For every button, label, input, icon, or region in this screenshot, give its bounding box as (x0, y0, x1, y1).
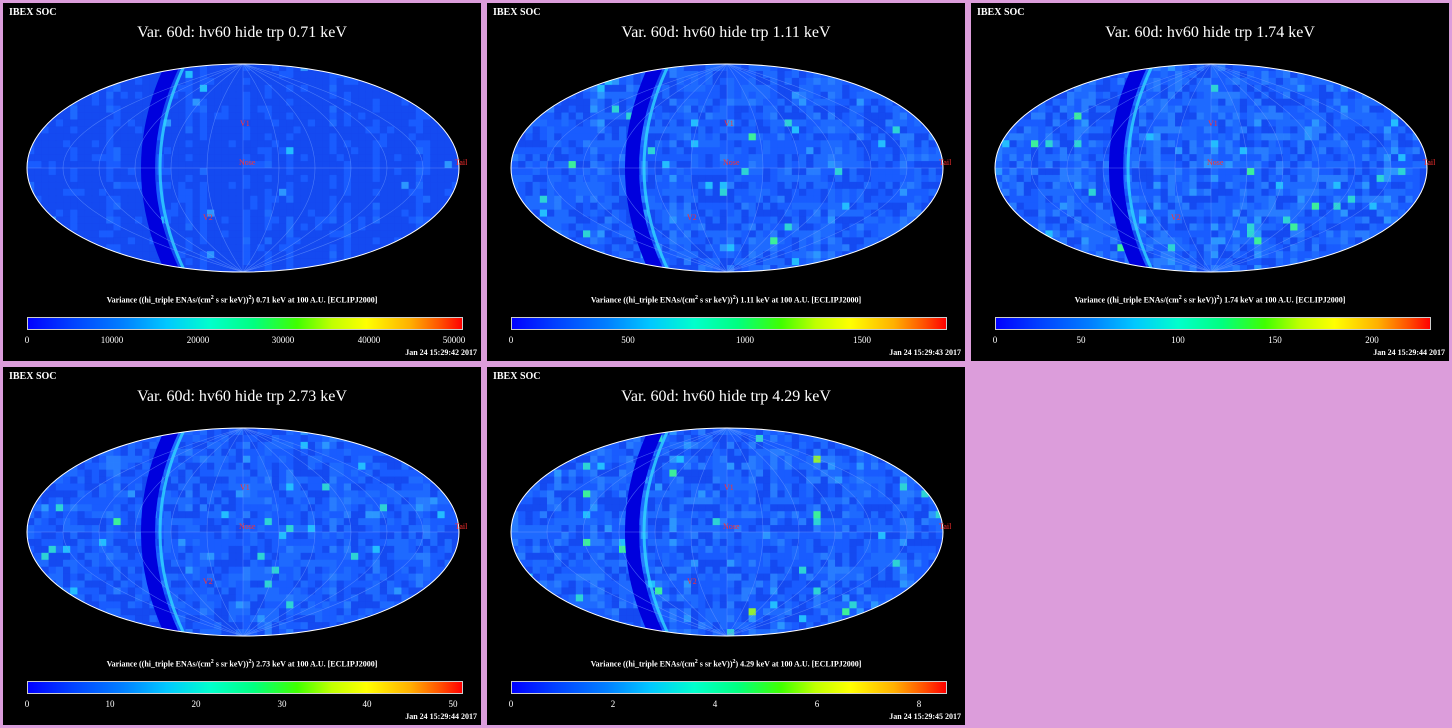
colorbar-tick: 30000 (271, 335, 295, 345)
colorbar-tick: 0 (24, 699, 30, 709)
v2-marker: V2 (203, 577, 213, 586)
v2-marker: V2 (687, 577, 697, 586)
panel-title: Var. 60d: hv60 hide trp 2.73 keV (137, 388, 347, 405)
mollweide-sky-map: Nose Tail V1 V2 (26, 427, 468, 637)
colorbar-tick: 2 (610, 699, 616, 709)
v1-marker: V1 (724, 119, 734, 128)
mollweide-sky-map: Nose Tail V1 V2 (510, 63, 952, 273)
colorbar-tick: 0 (508, 699, 514, 709)
tail-marker: Tail (939, 522, 952, 531)
timestamp: Jan 24 15:29:42 2017 (405, 348, 477, 357)
panel-title: Var. 60d: hv60 hide trp 0.71 keV (137, 24, 347, 41)
colorbar (511, 317, 947, 330)
sky-map-panel-3: IBEX SOC Var. 60d: hv60 hide trp 1.74 ke… (971, 3, 1449, 361)
nose-marker: Nose (239, 522, 256, 531)
colorbar-tick: 40000 (357, 335, 381, 345)
tail-marker: Tail (455, 522, 468, 531)
mollweide-sky-map: Nose Tail V1 V2 (994, 63, 1436, 273)
sky-map-panel-4: IBEX SOC Var. 60d: hv60 hide trp 2.73 ke… (3, 367, 481, 725)
v1-marker: V1 (724, 483, 734, 492)
timestamp: Jan 24 15:29:45 2017 (889, 712, 961, 721)
v2-marker: V2 (203, 213, 213, 222)
colorbar-label: Variance ((hi_triple ENAs/(cm2 s sr keV)… (106, 659, 378, 669)
v2-marker: V2 (1171, 213, 1181, 222)
colorbar-tick: 500 (621, 335, 635, 345)
sky-map-panel-2: IBEX SOC Var. 60d: hv60 hide trp 1.11 ke… (487, 3, 965, 361)
nose-marker: Nose (723, 522, 740, 531)
colorbar-tick: 10000 (100, 335, 124, 345)
timestamp: Jan 24 15:29:43 2017 (889, 348, 961, 357)
colorbar-label: Variance ((hi_triple ENAs/(cm2 s sr keV)… (590, 295, 862, 305)
v1-marker: V1 (1208, 119, 1218, 128)
tail-marker: Tail (455, 158, 468, 167)
colorbar-label: Variance ((hi_triple ENAs/(cm2 s sr keV)… (106, 295, 378, 305)
colorbar-tick: 150 (1268, 335, 1282, 345)
colorbar-tick: 100 (1171, 335, 1185, 345)
colorbar (995, 317, 1431, 330)
panel-header: IBEX SOC (9, 371, 57, 382)
colorbar-tick: 50 (448, 699, 458, 709)
colorbar-tick: 0 (992, 335, 998, 345)
v1-marker: V1 (240, 119, 250, 128)
colorbar-tick: 20 (191, 699, 201, 709)
colorbar (27, 317, 463, 330)
mollweide-sky-map: Nose Tail V1 V2 (26, 63, 468, 273)
timestamp: Jan 24 15:29:44 2017 (405, 712, 477, 721)
sky-map-panel-1: IBEX SOC Var. 60d: hv60 hide trp 0.71 ke… (3, 3, 481, 361)
colorbar (27, 681, 463, 694)
panel-title: Var. 60d: hv60 hide trp 1.11 keV (621, 24, 831, 41)
colorbar-tick: 1500 (853, 335, 871, 345)
colorbar (511, 681, 947, 694)
colorbar-tick: 40 (362, 699, 372, 709)
panel-header: IBEX SOC (977, 7, 1025, 18)
tail-marker: Tail (939, 158, 952, 167)
panel-title: Var. 60d: hv60 hide trp 4.29 keV (621, 388, 831, 405)
nose-marker: Nose (239, 158, 256, 167)
colorbar-tick: 50000 (442, 335, 466, 345)
panel-header: IBEX SOC (493, 371, 541, 382)
colorbar-tick: 4 (712, 699, 718, 709)
colorbar-tick: 8 (916, 699, 922, 709)
panel-header: IBEX SOC (9, 7, 57, 18)
colorbar-tick: 200 (1365, 335, 1379, 345)
nose-marker: Nose (723, 158, 740, 167)
nose-marker: Nose (1207, 158, 1224, 167)
colorbar-label: Variance ((hi_triple ENAs/(cm2 s sr keV)… (1074, 295, 1346, 305)
colorbar-tick: 6 (814, 699, 820, 709)
v2-marker: V2 (687, 213, 697, 222)
colorbar-tick: 1000 (736, 335, 754, 345)
panel-title: Var. 60d: hv60 hide trp 1.74 keV (1105, 24, 1315, 41)
panel-header: IBEX SOC (493, 7, 541, 18)
colorbar-tick: 0 (508, 335, 514, 345)
timestamp: Jan 24 15:29:44 2017 (1373, 348, 1445, 357)
colorbar-tick: 10 (105, 699, 115, 709)
colorbar-label: Variance ((hi_triple ENAs/(cm2 s sr keV)… (590, 659, 862, 669)
sky-map-panel-5: IBEX SOC Var. 60d: hv60 hide trp 4.29 ke… (487, 367, 965, 725)
colorbar-tick: 30 (277, 699, 287, 709)
v1-marker: V1 (240, 483, 250, 492)
colorbar-tick: 20000 (186, 335, 210, 345)
mollweide-sky-map: Nose Tail V1 V2 (510, 427, 952, 637)
tail-marker: Tail (1423, 158, 1436, 167)
colorbar-tick: 50 (1076, 335, 1086, 345)
colorbar-tick: 0 (24, 335, 30, 345)
